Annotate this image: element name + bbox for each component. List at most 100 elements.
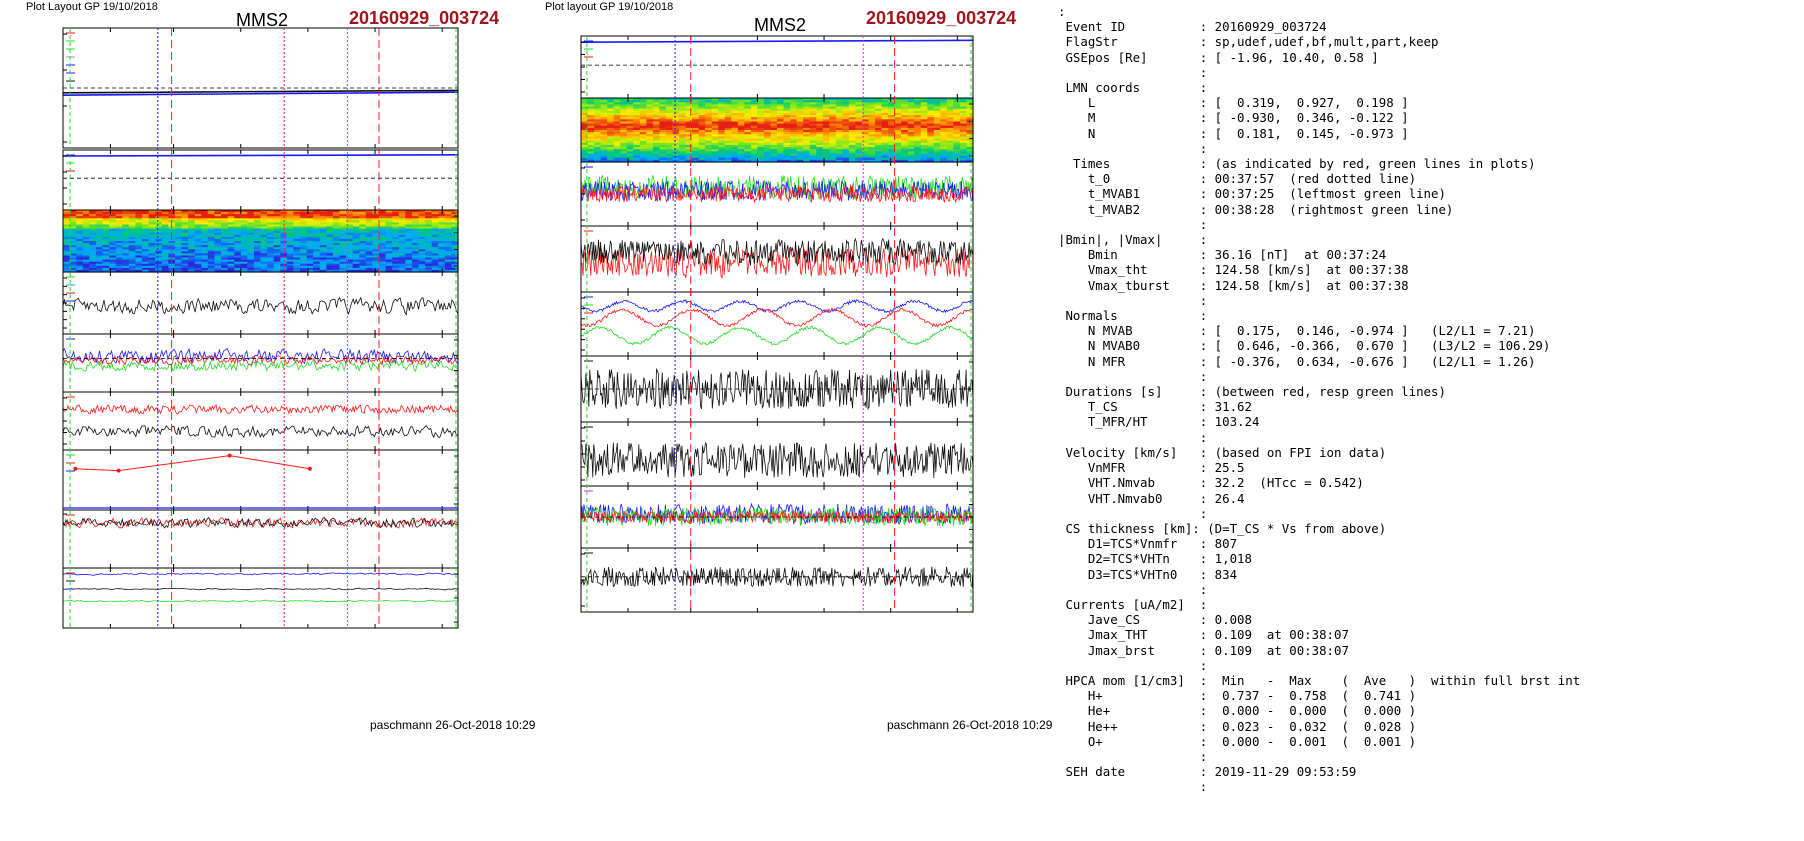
spectrogram-cell [214, 226, 222, 230]
spectrogram-cell [927, 119, 935, 122]
spectrogram-cell [927, 127, 935, 131]
spectrogram-cell [927, 104, 935, 108]
spectrogram-cell [920, 98, 928, 101]
spectrogram-cell [89, 257, 97, 261]
spectrogram-cell [933, 147, 941, 150]
spectrogram-cell [286, 259, 294, 263]
spectrogram-cell [128, 259, 136, 263]
spectrogram-cell [848, 125, 856, 129]
spectrogram-cell [822, 136, 830, 140]
spectrogram-cell [770, 119, 778, 122]
spectrogram-cell [306, 230, 314, 234]
spectrogram-cell [613, 149, 621, 152]
spectrogram-cell [221, 216, 229, 219]
spectrogram-cell [907, 104, 915, 108]
spectrogram-cell [438, 251, 446, 254]
spectrogram-cell [875, 112, 883, 116]
spectrogram-cell [672, 115, 680, 118]
spectrogram-cell [809, 117, 817, 120]
spectrogram-cell [425, 253, 433, 257]
spectrogram-cell [339, 210, 347, 213]
spectrogram-cell [888, 119, 896, 122]
spectrogram-cell [444, 241, 452, 244]
spectrogram-cell [633, 102, 641, 105]
spectrogram-cell [451, 247, 459, 250]
spectrogram-cell [809, 119, 817, 122]
spectrogram-cell [626, 157, 634, 161]
spectrogram-cell [379, 269, 387, 273]
spectrogram-cell [594, 108, 602, 112]
spectrogram-cell [875, 132, 883, 135]
spectrogram-cell [109, 269, 117, 273]
spectrogram-cell [286, 249, 294, 252]
spectrogram-cell [168, 228, 176, 232]
spectrogram-cell [128, 218, 136, 221]
spectrogram-cell [966, 155, 974, 159]
spectrogram-cell [247, 220, 255, 223]
spectrogram-cell [607, 100, 615, 103]
spectrogram-cell [313, 261, 321, 265]
spectrogram-cell [639, 136, 647, 140]
spectrogram-cell [665, 132, 673, 135]
spectrogram-cell [679, 155, 687, 159]
spectrogram-cell [665, 123, 673, 127]
spectrogram-cell [201, 216, 209, 219]
data-series-line [62, 91, 459, 96]
spectrogram-cell [626, 132, 634, 135]
spectrogram-cell [405, 263, 413, 267]
spectrogram-cell [659, 104, 667, 108]
spectrogram-cell [155, 245, 163, 248]
spectrogram-cell [385, 230, 393, 234]
spectrogram-cell [142, 265, 150, 269]
spectrogram-cell [698, 132, 706, 135]
spectrogram-cell [286, 214, 294, 217]
spectrogram-cell [240, 253, 248, 257]
spectrogram-cell [920, 153, 928, 157]
spectrogram-cell [300, 263, 308, 267]
spectrogram-cell [613, 157, 621, 161]
spectrogram-cell [240, 241, 248, 244]
spectrogram-cell [633, 157, 641, 161]
spectrogram-cell [398, 257, 406, 261]
spectrogram-cell [247, 226, 255, 230]
spectrogram-cell [581, 155, 589, 159]
spectrogram-cell [940, 147, 948, 150]
spectrogram-cell [188, 230, 196, 234]
spectrogram-cell [711, 140, 719, 144]
spectrogram-cell [109, 243, 117, 246]
spectrogram-cell [89, 214, 97, 217]
spectrogram-cell [875, 144, 883, 148]
spectrogram-cell [777, 144, 785, 148]
spectrogram-cell [829, 134, 837, 137]
spectrogram-cell [835, 140, 843, 144]
spectrogram-cell [927, 147, 935, 150]
spectrogram-cell [698, 106, 706, 110]
spectrogram-cell [679, 117, 687, 120]
spectrogram-cell [613, 119, 621, 122]
spectrogram-cell [731, 127, 739, 131]
spectrogram-cell [425, 224, 433, 228]
spectrogram-cell [319, 218, 327, 221]
spectrogram-cell [128, 247, 136, 250]
spectrogram-cell [148, 241, 156, 244]
spectrogram-cell [293, 265, 301, 269]
spectrogram-cell [907, 153, 915, 157]
spectrogram-cell [365, 257, 373, 261]
spectrogram-cell [425, 255, 433, 259]
spectrogram-cell [914, 140, 922, 144]
spectrogram-cell [685, 134, 693, 137]
spectrogram-cell [319, 210, 327, 213]
panel-frame [580, 291, 974, 357]
spectrogram-cell [959, 153, 967, 157]
spectrogram-cell [418, 251, 426, 254]
spectrogram-cell [665, 106, 673, 110]
spectrogram-cell [881, 117, 889, 120]
spectrogram-cell [594, 125, 602, 129]
spectrogram-cell [920, 102, 928, 105]
spectrogram-cell [122, 210, 130, 213]
spectrogram-cell [744, 153, 752, 157]
spectrogram-cell [901, 144, 909, 148]
spectrogram-cell [914, 106, 922, 110]
spectrogram-cell [600, 108, 608, 112]
spectrogram-cell [352, 234, 360, 238]
